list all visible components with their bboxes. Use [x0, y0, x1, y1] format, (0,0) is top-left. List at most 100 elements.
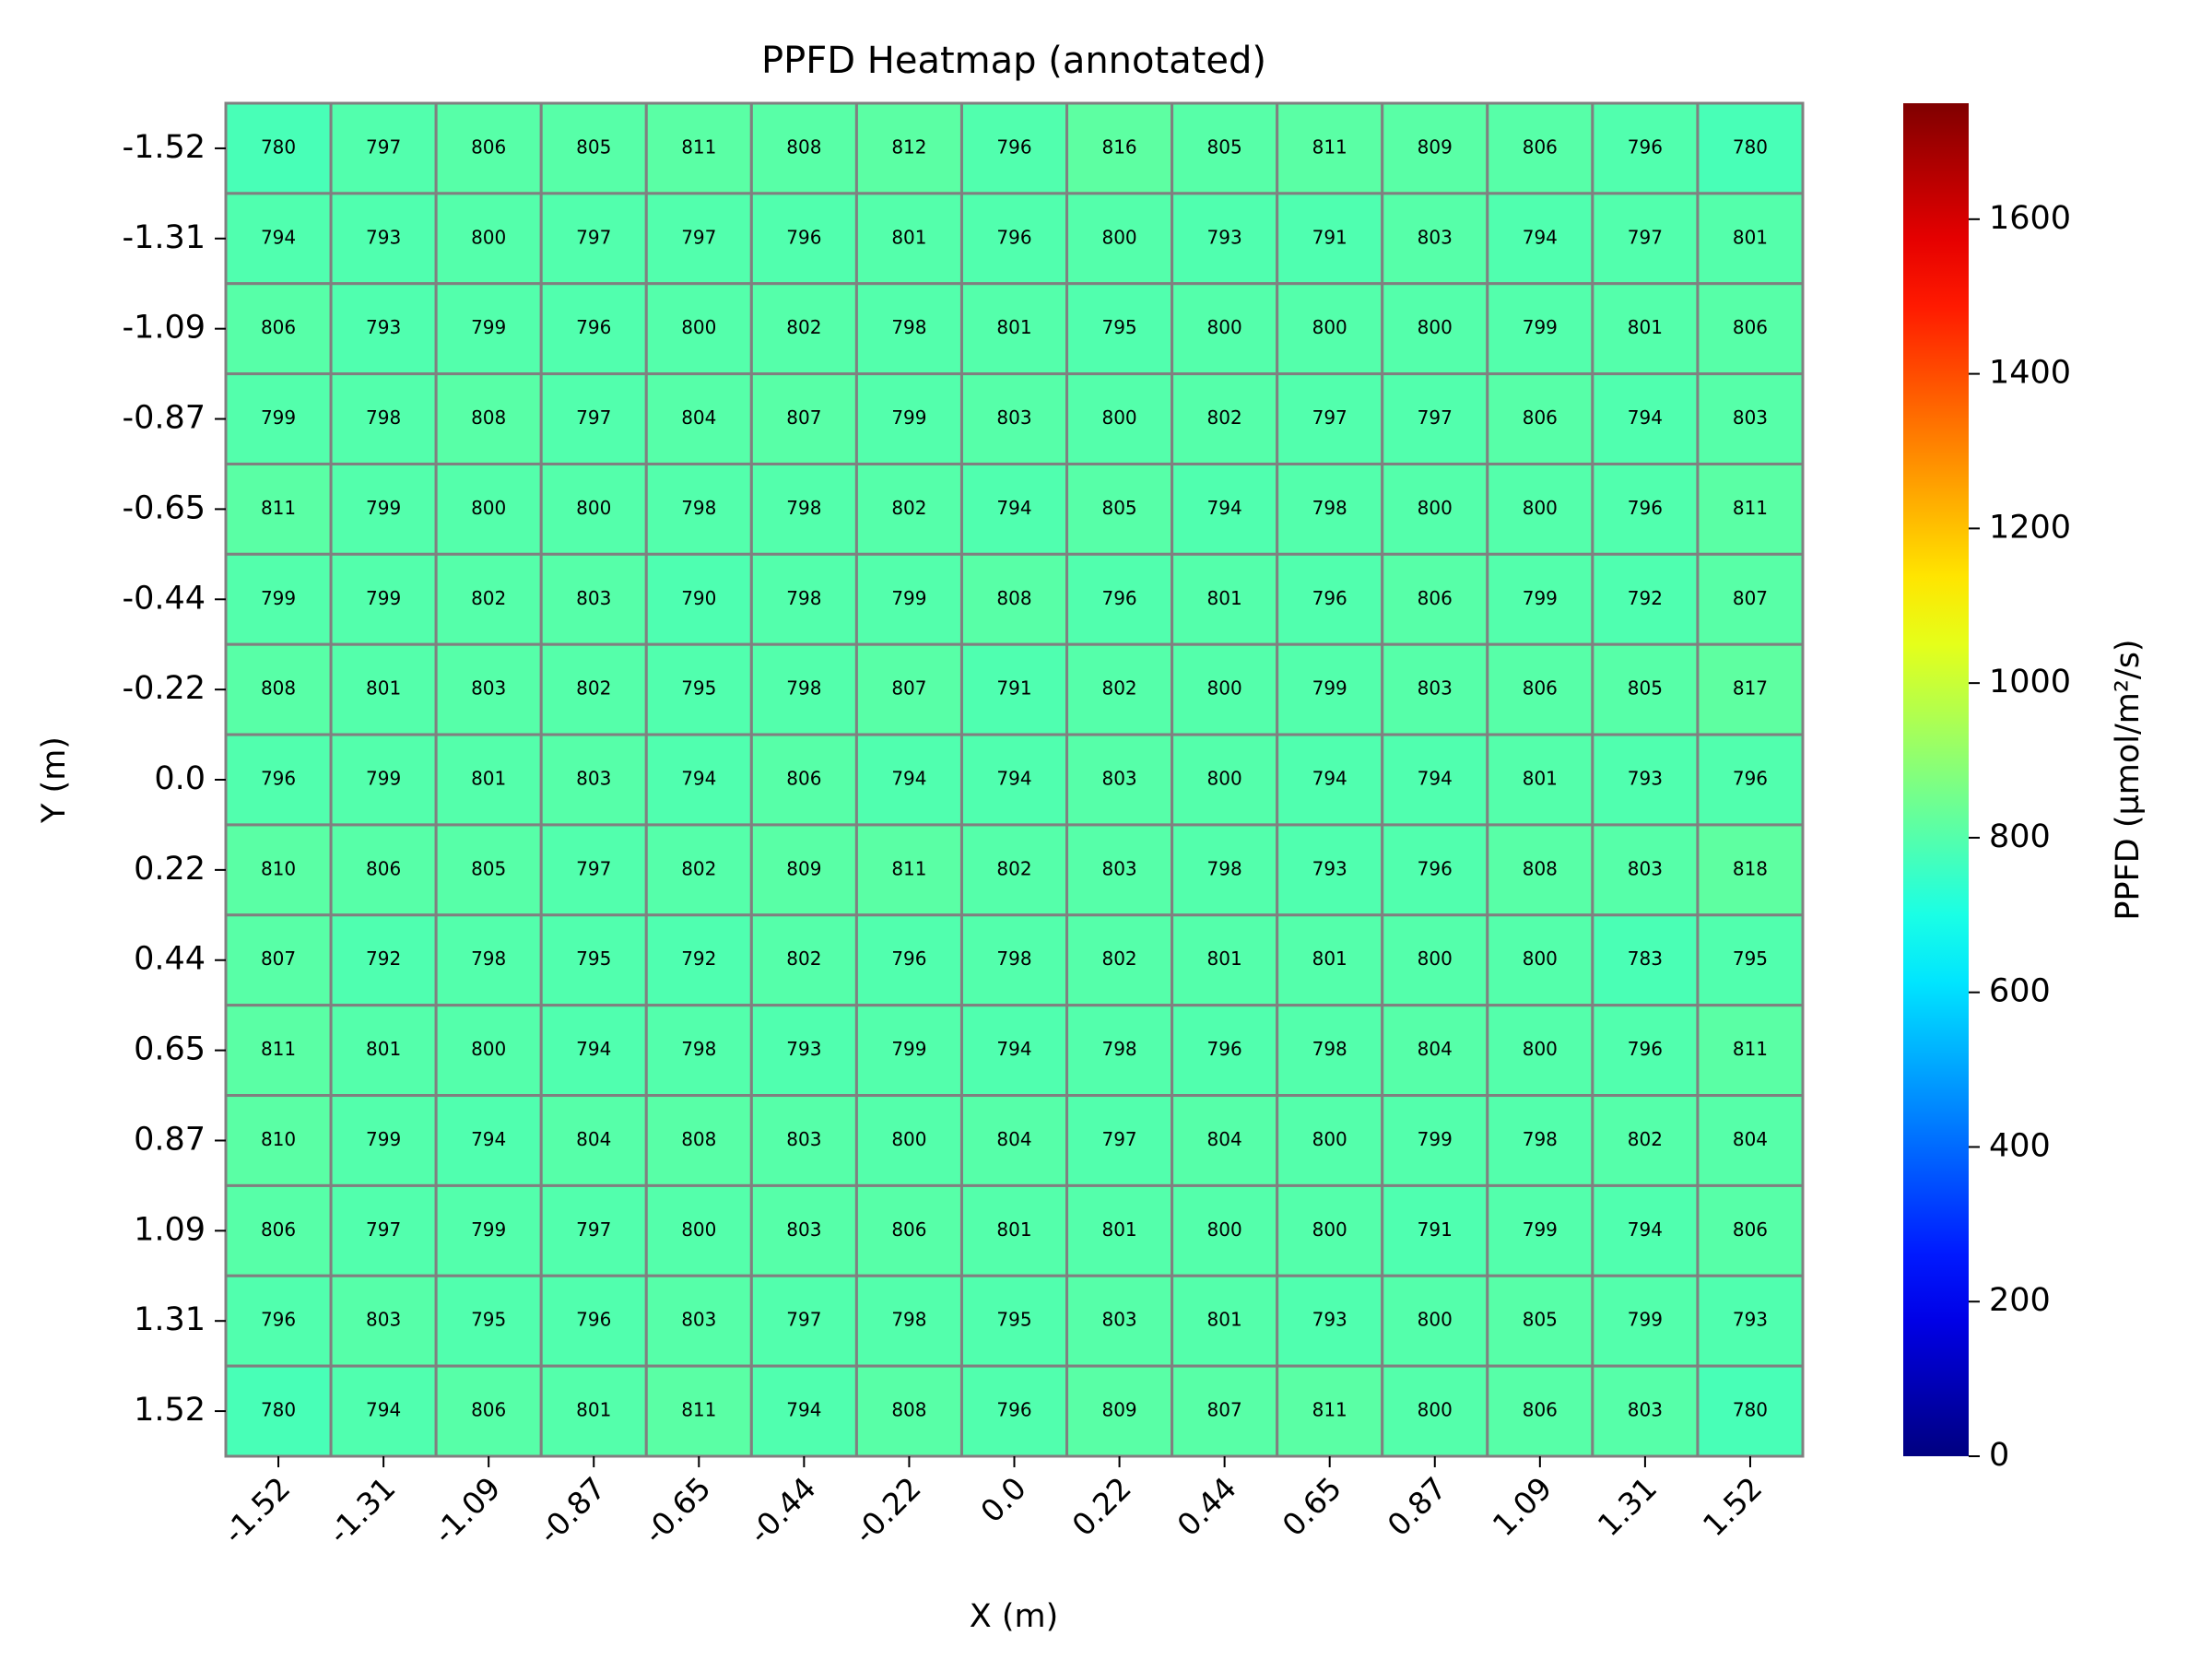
heatmap-cell [329, 101, 438, 195]
heatmap-cell [1171, 733, 1279, 827]
cell-label: 799 [891, 1038, 926, 1060]
heatmap-cell [1591, 1094, 1700, 1187]
cell-label: 806 [1523, 1399, 1558, 1421]
cell-label: 798 [786, 677, 821, 700]
heatmap-cell [1065, 823, 1174, 917]
cell-label: 799 [1418, 1128, 1453, 1150]
heatmap-cell [854, 282, 963, 376]
cell-label: 800 [471, 226, 506, 248]
heatmap-cell [1381, 1364, 1489, 1458]
heatmap-cell [329, 1274, 438, 1368]
x-tick-label: 0.87 [1381, 1470, 1454, 1544]
cell-label: 801 [1733, 226, 1768, 248]
heatmap-cell [959, 913, 1069, 1007]
cell-label: 798 [471, 947, 506, 970]
cell-label: 797 [1312, 406, 1347, 429]
colorbar-tick-label: 200 [1989, 1282, 2051, 1319]
cell-label: 802 [786, 316, 821, 338]
cell-label: 793 [366, 226, 401, 248]
cell-label: 796 [1628, 1038, 1663, 1060]
colorbar-tick-label: 1200 [1989, 509, 2071, 546]
cell-label: 797 [786, 1309, 821, 1331]
cell-label: 799 [366, 1128, 401, 1150]
heatmap-cell [1591, 462, 1700, 556]
cell-label: 792 [1628, 587, 1663, 609]
cell-label: 806 [1523, 406, 1558, 429]
heatmap-cell [224, 823, 333, 917]
colorbar-label: PPFD (µmol/m²/s) [2110, 639, 2147, 920]
cell-label: 780 [1733, 135, 1768, 158]
y-tick-label: -0.87 [122, 400, 206, 437]
cell-label: 799 [471, 316, 506, 338]
heatmap-cell [539, 372, 648, 465]
cell-label: 801 [1523, 768, 1558, 790]
cell-label: 799 [891, 406, 926, 429]
heatmap-cell [224, 642, 333, 736]
cell-label: 803 [786, 1128, 821, 1150]
cell-label: 798 [1207, 857, 1242, 879]
cell-label: 795 [681, 677, 716, 700]
heatmap-cell [1381, 823, 1489, 917]
y-tick-label: 0.44 [134, 941, 206, 978]
heatmap-cell [539, 913, 648, 1007]
cell-label: 801 [1207, 1309, 1242, 1331]
cell-label: 796 [1628, 497, 1663, 519]
heatmap-cell [434, 192, 543, 286]
cell-label: 808 [681, 1128, 716, 1150]
heatmap-cell [959, 372, 1069, 465]
heatmap-cell [854, 1004, 963, 1098]
heatmap-cell [854, 552, 963, 646]
heatmap-cell [959, 462, 1069, 556]
heatmap-cell [1381, 913, 1489, 1007]
cell-label: 795 [471, 1309, 506, 1331]
cell-label: 799 [1523, 316, 1558, 338]
heatmap-cell [959, 192, 1069, 286]
cell-label: 799 [1523, 1218, 1558, 1241]
heatmap-cell [749, 1004, 858, 1098]
cell-label: 800 [471, 1038, 506, 1060]
heatmap-cell [1276, 1274, 1384, 1368]
x-tick-label: -0.65 [637, 1470, 718, 1551]
cell-label: 794 [1523, 226, 1558, 248]
colorbar-tick-label: 400 [1989, 1127, 2051, 1164]
cell-label: 796 [891, 947, 926, 970]
cell-label: 800 [471, 497, 506, 519]
heatmap-cell [1591, 1183, 1700, 1277]
cell-label: 794 [786, 1399, 821, 1421]
cell-label: 799 [261, 406, 296, 429]
cell-label: 799 [366, 587, 401, 609]
cell-label: 791 [996, 677, 1031, 700]
cell-label: 800 [681, 316, 716, 338]
cell-label: 796 [1312, 587, 1347, 609]
cell-label: 805 [1523, 1309, 1558, 1331]
cell-label: 801 [366, 1038, 401, 1060]
heatmap-cell [1591, 192, 1700, 286]
y-tick-label: 0.87 [134, 1121, 206, 1158]
cell-label: 804 [996, 1128, 1031, 1150]
heatmap-cell [959, 823, 1069, 917]
cell-label: 796 [786, 226, 821, 248]
cell-label: 805 [1207, 135, 1242, 158]
cell-label: 809 [1418, 135, 1453, 158]
cell-label: 796 [996, 135, 1031, 158]
cell-label: 810 [261, 1128, 296, 1150]
cell-label: 801 [1101, 1218, 1136, 1241]
heatmap-cell [1171, 372, 1279, 465]
heatmap-cell [854, 913, 963, 1007]
cell-label: 796 [996, 1399, 1031, 1421]
heatmap-cell [749, 192, 858, 286]
cell-label: 803 [1628, 1399, 1663, 1421]
cell-label: 798 [681, 497, 716, 519]
cell-label: 793 [1207, 226, 1242, 248]
cell-label: 793 [1733, 1309, 1768, 1331]
heatmap-cell [1486, 1183, 1594, 1277]
heatmap-cell [749, 1364, 858, 1458]
cell-label: 796 [1101, 587, 1136, 609]
heatmap-cell [224, 282, 333, 376]
cell-label: 802 [996, 857, 1031, 879]
heatmap-cell [1591, 913, 1700, 1007]
heatmap-cell [854, 1274, 963, 1368]
heatmap-cell [749, 101, 858, 195]
cell-label: 800 [891, 1128, 926, 1150]
